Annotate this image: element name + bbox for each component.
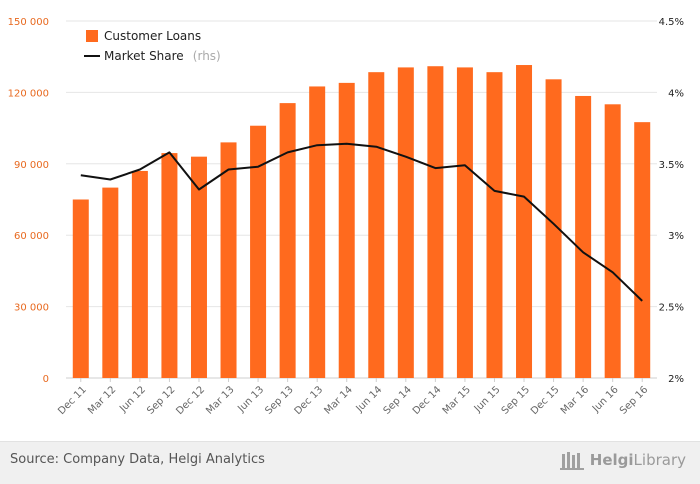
right-axis: 2% 2.5% 3% 3.5% 4% 4.5%: [659, 17, 684, 385]
bar: [102, 187, 119, 378]
x-tick-label: Sep 13: [263, 384, 295, 416]
bar: [516, 65, 533, 378]
right-tick-label: 2%: [668, 374, 684, 385]
x-tick-label: Jun 13: [235, 384, 266, 415]
bar-series-customer-loans: [72, 65, 651, 379]
x-tick-label: Jun 16: [590, 384, 621, 415]
bar: [456, 67, 473, 378]
left-tick-label: 150 000: [8, 17, 49, 28]
bar: [220, 142, 237, 378]
bar: [309, 86, 326, 378]
x-tick-label: Dec 13: [293, 384, 326, 417]
bar: [279, 103, 296, 379]
bar: [427, 66, 444, 378]
bar: [634, 122, 651, 379]
market-share-line: [80, 142, 643, 302]
grid-lines: [66, 20, 657, 379]
x-tick-label: Sep 14: [382, 384, 414, 416]
bar: [397, 67, 414, 378]
x-tick-label: Dec 12: [174, 384, 207, 417]
bar: [338, 82, 355, 378]
left-tick-label: 0: [43, 374, 49, 385]
x-tick-label: Mar 15: [441, 384, 473, 416]
footer: Source: Company Data, Helgi Analytics He…: [0, 441, 700, 484]
right-tick-label: 2.5%: [659, 303, 684, 314]
legend-label-market-share-suffix: (rhs): [193, 49, 221, 63]
right-tick-label: 4%: [668, 88, 684, 99]
left-axis: 0 30 000 60 000 90 000 120 000 150 000: [8, 17, 49, 385]
right-tick-label: 3.5%: [659, 160, 684, 171]
bar: [190, 156, 207, 378]
x-tick-label: Mar 13: [204, 384, 236, 416]
bar: [131, 170, 148, 378]
x-tick-label: Jun 15: [472, 384, 503, 415]
bar: [486, 72, 503, 379]
legend: Customer Loans Market Share (rhs): [84, 29, 221, 64]
left-tick-label: 30 000: [14, 303, 49, 314]
x-tick-label: Sep 16: [618, 384, 650, 416]
bar: [575, 95, 592, 378]
bar: [72, 199, 89, 378]
left-tick-label: 90 000: [14, 160, 49, 171]
x-tick-label: Dec 11: [56, 384, 89, 417]
source-note: Source: Company Data, Helgi Analytics: [10, 452, 265, 467]
brand-name: HelgiLibrary: [590, 451, 686, 469]
right-tick-label: 4.5%: [659, 17, 684, 28]
left-tick-label: 60 000: [14, 231, 49, 242]
library-icon: [559, 452, 584, 470]
legend-label-customer-loans: Customer Loans: [104, 29, 201, 43]
x-tick-label: Mar 16: [559, 384, 591, 416]
bar: [545, 79, 562, 378]
brand-name-rest: Library: [633, 451, 686, 469]
chart: 0 30 000 60 000 90 000 120 000 150 000 2% 2.5%…: [8, 17, 684, 417]
bar: [368, 72, 385, 379]
x-tick-label: Jun 12: [117, 384, 148, 415]
line-series-market-share: [80, 142, 643, 302]
legend-label-market-share: Market Share (rhs): [104, 45, 221, 64]
legend-label-market-share-name: Market Share: [104, 49, 184, 63]
x-tick-label: Jun 14: [354, 384, 385, 415]
legend-swatch-customer-loans: [86, 30, 98, 42]
x-tick-label: Sep 15: [500, 384, 532, 416]
x-tick-label: Mar 14: [322, 384, 354, 416]
x-tick-label: Mar 12: [86, 384, 118, 416]
brand-name-strong: Helgi: [589, 451, 634, 469]
brand-logo[interactable]: HelgiLibrary: [559, 450, 686, 470]
bar: [161, 153, 178, 378]
bar: [250, 125, 267, 378]
bar: [604, 104, 621, 379]
x-tick-label: Dec 14: [411, 384, 444, 417]
right-tick-label: 3%: [668, 231, 684, 242]
left-tick-label: 120 000: [8, 88, 49, 99]
x-tick-label: Dec 15: [529, 384, 562, 417]
x-tick-label: Sep 12: [145, 384, 177, 416]
